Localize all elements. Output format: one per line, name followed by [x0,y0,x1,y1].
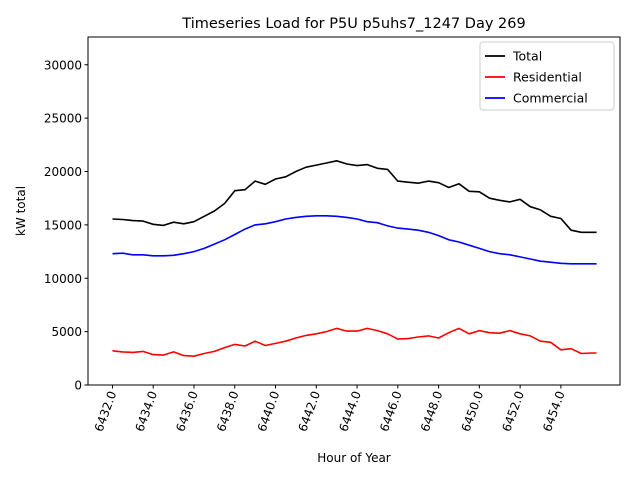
legend-frame [479,41,615,111]
y-tick-label: 15000 [44,218,82,232]
x-tick-label: 6440.0 [255,389,283,433]
series-line-total [112,160,597,234]
x-tick-label: 6448.0 [418,389,446,433]
legend-label-total: Total [512,49,542,64]
y-tick-label: 20000 [44,165,82,179]
y-tick-label: 10000 [44,272,82,286]
x-tick-label: 6450.0 [459,389,487,433]
x-tick-label: 6446.0 [377,389,405,433]
plot-area-frame [87,36,621,386]
y-tick-label: 25000 [44,112,82,126]
y-tick-label: 30000 [44,58,82,72]
x-axis: 6432.0 6434.0 6436.0 6438.0 6440.0 6442.0 6444… [92,385,568,433]
x-axis-label: Hour of Year [317,451,391,465]
y-tick-label: 5000 [51,325,82,339]
series-line-residential [112,327,597,358]
x-tick-label: 6436.0 [173,389,201,433]
y-axis: 0 5000 10000 15000 20000 25000 30000 [44,58,88,393]
x-tick-label: 6434.0 [133,389,161,433]
x-tick-label: 6444.0 [336,389,364,433]
x-tick-label: 6452.0 [499,389,527,433]
series-lines [112,160,597,358]
x-tick-label: 6442.0 [296,389,324,433]
legend: Total Residential Commercial [479,41,615,111]
y-tick-label: 0 [74,379,82,393]
legend-label-residential: Residential [513,70,582,85]
series-line-commercial [112,215,597,265]
chart-title: Timeseries Load for P5U p5uhs7_1247 Day … [181,16,525,32]
x-tick-label: 6454.0 [540,389,568,433]
x-tick-label: 6438.0 [214,389,242,433]
y-axis-label: kW total [14,186,28,236]
x-tick-label: 6432.0 [92,389,120,433]
legend-label-commercial: Commercial [513,91,588,106]
